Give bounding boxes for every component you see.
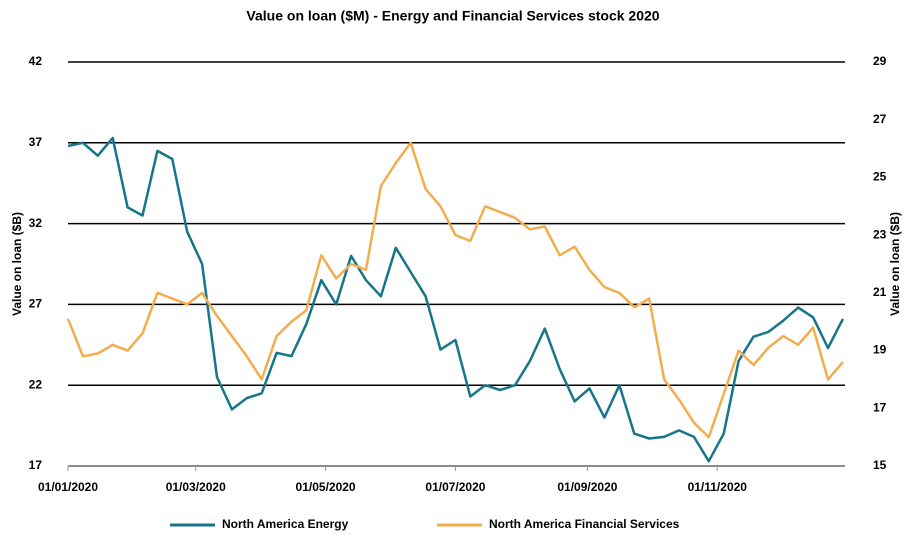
- y-tick-label: 37: [29, 135, 43, 149]
- x-tick-label: 01/03/2020: [166, 480, 226, 494]
- chart-title: Value on loan ($M) - Energy and Financia…: [246, 8, 659, 24]
- y-tick-label: 42: [29, 54, 43, 68]
- x-tick-label: 01/11/2020: [688, 480, 748, 494]
- y2-tick-label: 19: [873, 343, 887, 357]
- y2-tick-label: 23: [873, 227, 887, 241]
- y2-tick-label: 29: [873, 54, 887, 68]
- x-tick-label: 01/01/2020: [38, 480, 98, 494]
- line: [67, 136, 845, 463]
- y-tick-label: 32: [29, 216, 43, 230]
- y-tick-label: 22: [29, 377, 43, 391]
- y-axis-label: Value on loan ($B): [10, 212, 24, 316]
- y-tick-label: 17: [29, 458, 43, 472]
- x-tick-label: 01/09/2020: [557, 480, 617, 494]
- y2-tick-label: 21: [873, 285, 887, 299]
- y-tick-label: 27: [29, 297, 43, 311]
- y2-axis-label: Value on loan ($B): [888, 212, 902, 316]
- y2-tick-label: 27: [873, 112, 887, 126]
- x-tick-label: 01/05/2020: [296, 480, 356, 494]
- y2-tick-label: 25: [873, 170, 887, 184]
- y2-tick-label: 17: [873, 400, 887, 414]
- y2-tick-label: 15: [873, 458, 887, 472]
- x-tick-label: 01/07/2020: [425, 480, 485, 494]
- legend-label: North America Energy: [222, 517, 349, 531]
- line: [66, 141, 844, 439]
- legend-label: North America Financial Services: [489, 517, 680, 531]
